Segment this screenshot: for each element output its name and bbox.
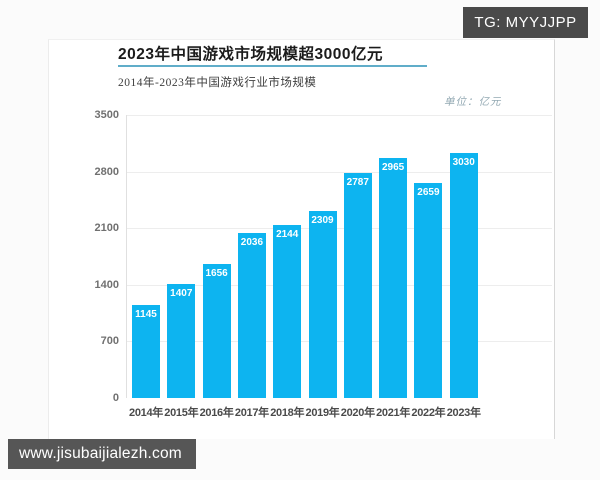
x-axis-label-2020年: 2020年: [340, 407, 375, 419]
telegram-watermark-text: TG: MYYJJPP: [474, 14, 577, 31]
telegram-watermark-badge: TG: MYYJJPP: [463, 7, 588, 38]
bar-2023年: 3030: [449, 153, 478, 398]
bar-2017年: 2036: [237, 233, 266, 398]
y-axis-tick-700: 700: [100, 335, 119, 347]
gridline-2800: [126, 172, 552, 173]
x-axis-label-2014年: 2014年: [129, 407, 163, 419]
x-axis-label-2018年: 2018年: [270, 407, 305, 419]
bar-value-label: 3030: [452, 157, 475, 168]
unit-label: 单位：亿元: [444, 97, 502, 108]
y-axis-tick-2100: 2100: [94, 222, 119, 234]
y-axis-line: [126, 115, 127, 398]
bar-2016年: 1656: [202, 264, 231, 398]
x-axis-label-2016年: 2016年: [199, 407, 234, 419]
chart-subtitle: 2014年-2023年中国游戏行业市场规模: [118, 77, 317, 89]
website-url-text: www.jisubaijialezh.com: [19, 445, 182, 462]
bar-value-label: 2144: [276, 228, 299, 240]
bar-2022年: 2659: [414, 183, 443, 398]
bar-value-label: 2787: [346, 176, 369, 188]
x-axis-label-2019年: 2019年: [305, 407, 340, 419]
y-axis-tick-3500: 3500: [94, 109, 119, 121]
bar-2014年: 1145: [132, 305, 160, 398]
x-axis-label-2015年: 2015年: [164, 407, 199, 419]
title-underline-rule: [118, 65, 427, 67]
x-axis-label-2023年: 2023年: [446, 407, 481, 419]
bar-value-label: 2036: [240, 237, 264, 249]
bar-value-label: 1145: [135, 309, 157, 321]
y-axis-tick-2800: 2800: [94, 166, 119, 178]
gridline-2100: [126, 228, 552, 229]
bar-2015年: 1407: [167, 284, 196, 398]
bar-2019年: 2309: [308, 211, 337, 398]
chart-title: 2023年中国游戏市场规模超3000亿元: [118, 46, 383, 63]
bar-value-label: 2659: [417, 187, 440, 198]
x-axis-label-2017年: 2017年: [234, 407, 269, 419]
y-axis-tick-1400: 1400: [94, 279, 119, 291]
gridline-700: [126, 341, 552, 342]
x-axis-label-2022年: 2022年: [411, 407, 446, 419]
bar-value-label: 1656: [205, 268, 228, 280]
gridline-3500: [126, 115, 552, 116]
bar-2021年: 2965: [379, 158, 408, 398]
bar-2020年: 2787: [343, 172, 372, 398]
bar-2018年: 2144: [273, 224, 302, 398]
gridline-1400: [126, 285, 552, 286]
y-axis-tick-0: 0: [112, 392, 119, 404]
bar-value-label: 1407: [170, 288, 193, 300]
website-url-bar: www.jisubaijialezh.com: [8, 439, 196, 469]
bar-value-label: 2309: [311, 215, 334, 227]
bar-value-label: 2965: [381, 162, 405, 174]
x-axis-label-2021年: 2021年: [376, 407, 411, 419]
